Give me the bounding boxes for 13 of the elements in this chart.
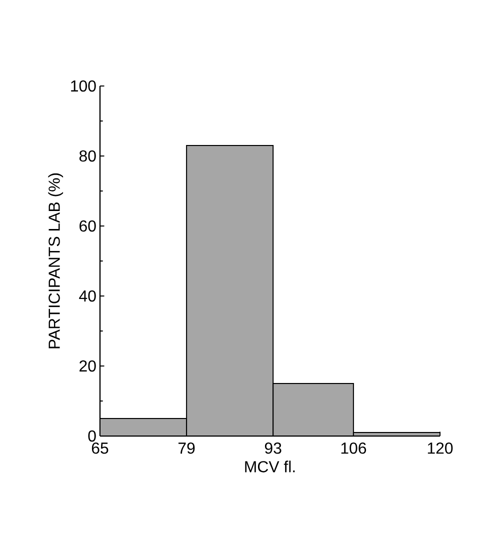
y-axis-title: PARTICIPANTS LAB (%) — [48, 173, 64, 348]
y-tick-label: 40 — [79, 290, 96, 302]
x-tick-label: 106 — [341, 442, 366, 454]
x-tick-label: 79 — [178, 442, 195, 454]
x-axis-title: MCV fl. — [245, 460, 295, 472]
x-tick-label: 65 — [92, 442, 108, 454]
x-tick-label: 120 — [428, 442, 453, 454]
y-tick-label: 80 — [79, 150, 96, 162]
y-tick-label: 100 — [71, 80, 96, 92]
y-tick-label: 60 — [80, 220, 96, 232]
y-tick-label: 0 — [88, 430, 96, 442]
y-tick-label: 20 — [80, 360, 96, 372]
x-tick-label: 93 — [264, 442, 282, 454]
